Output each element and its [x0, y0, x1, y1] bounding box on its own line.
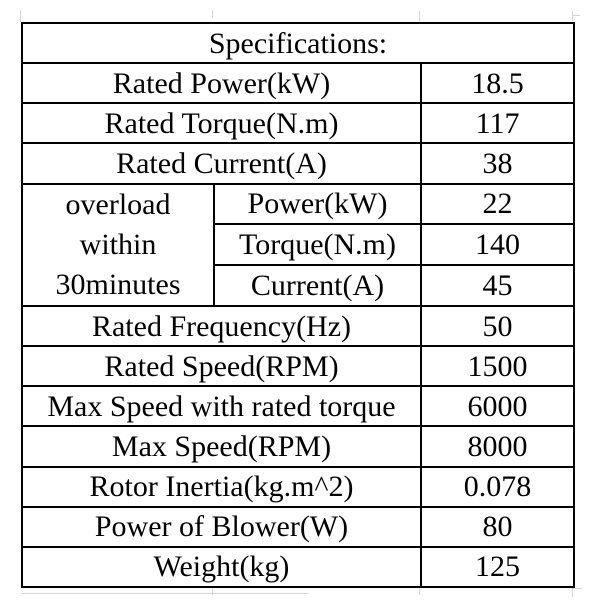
spec-row-label: Rated Speed(RPM) [21, 345, 422, 388]
table-title: Specifications: [20, 21, 576, 65]
spec-row-label: Max Speed(RPM) [21, 425, 422, 468]
spec-row-value: 50 [419, 304, 576, 348]
spec-row-value: 6000 [419, 385, 576, 428]
spec-row-label: Rated Frequency(Hz) [21, 304, 422, 348]
gridline-tick [419, 588, 420, 595]
spec-row-value: 22 [419, 182, 576, 226]
gridline-tick [572, 11, 573, 21]
spec-row-value: 8000 [419, 425, 576, 468]
spec-row-value: 140 [419, 223, 576, 267]
spec-row-label: Max Speed with rated torque [21, 385, 422, 428]
gridline-tick [21, 593, 308, 594]
table-row: Weight(kg) 125 [21, 545, 576, 589]
overload-group-label: overload within 30minutes [21, 182, 215, 307]
table-row: Power of Blower(W) 80 [21, 505, 576, 548]
overload-label-line: 30minutes [55, 267, 181, 301]
specifications-table: Specifications: Rated Power(kW) 18.5 Rat… [20, 21, 576, 589]
gridline-tick [212, 588, 213, 595]
table-row: overload within 30minutes Power(kW) 22 [21, 182, 576, 307]
gridline-tick [572, 588, 573, 597]
table-row: Max Speed with rated torque 6000 [21, 385, 576, 428]
spec-row-label: Rotor Inertia(kg.m^2) [21, 465, 422, 508]
overload-label-line: overload [65, 187, 171, 221]
spec-row-label: Rated Power(kW) [21, 62, 422, 105]
table-row: Rated Torque(N.m) 117 [21, 102, 576, 145]
table-row: Max Speed(RPM) 8000 [21, 425, 576, 468]
spec-row-label: Torque(N.m) [213, 223, 422, 267]
gridline-tick [212, 10, 213, 18]
spec-row-label: Current(A) [213, 264, 422, 307]
spec-row-label: Rated Current(A) [21, 142, 422, 185]
gridline-tick [20, 10, 21, 22]
spec-row-value: 1500 [419, 345, 576, 388]
spec-row-value: 38 [419, 142, 576, 185]
spec-row-value: 117 [419, 102, 576, 145]
table-row: Rated Current(A) 38 [21, 142, 576, 185]
spec-row-label: Power(kW) [213, 182, 422, 226]
spec-row-label: Rated Torque(N.m) [21, 102, 422, 145]
overload-label-line: within [79, 227, 157, 261]
table-row: Rated Speed(RPM) 1500 [21, 345, 576, 388]
gridline-tick [419, 11, 420, 21]
table-row: Current(A) 45 [22, 264, 576, 307]
spec-row-value: 18.5 [419, 62, 576, 105]
spec-row-value: 125 [419, 545, 576, 589]
table-row: Rated Frequency(Hz) 50 [21, 304, 576, 348]
gridline-tick [573, 15, 580, 16]
spec-row-label: Weight(kg) [21, 545, 422, 589]
spec-row-value: 0.078 [419, 465, 576, 508]
spec-row-value: 80 [419, 505, 576, 548]
table-row: Rated Power(kW) 18.5 [21, 62, 576, 105]
table-row: Torque(N.m) 140 [22, 223, 576, 267]
gridline-tick [573, 588, 582, 589]
table-row: Rotor Inertia(kg.m^2) 0.078 [21, 465, 576, 508]
spec-row-value: 45 [419, 264, 576, 307]
spec-row-label: Power of Blower(W) [21, 505, 422, 548]
